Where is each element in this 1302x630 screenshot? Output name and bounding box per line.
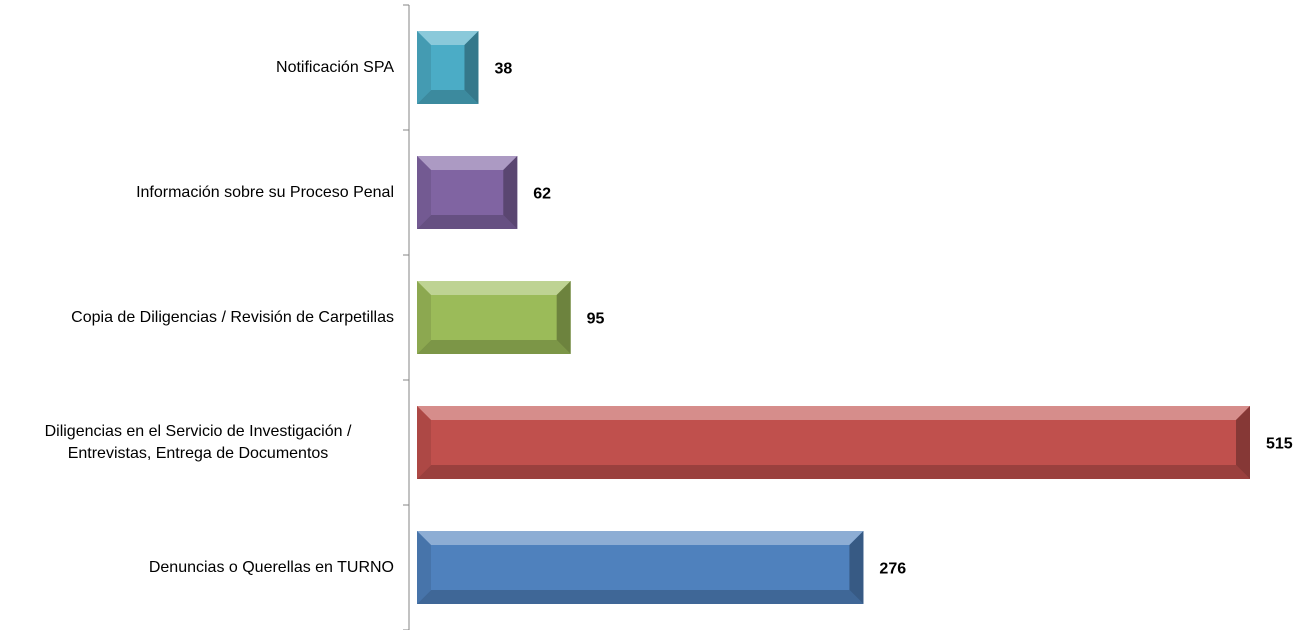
- bar-bevel: [417, 31, 479, 45]
- bar: [417, 156, 518, 229]
- bar-bevel: [849, 531, 864, 604]
- bar: [417, 31, 479, 104]
- bar: [417, 281, 571, 354]
- bar-bevel: [464, 31, 479, 104]
- category-text: Denuncias o Querellas en TURNO: [148, 558, 394, 576]
- category-text: Notificación SPA: [276, 58, 394, 76]
- category-label: Notificación SPA: [2, 5, 394, 130]
- bar-bevel: [417, 156, 518, 170]
- bar-bevel: [417, 406, 431, 479]
- category-text: Diligencias en el Servicio de Investigac…: [44, 422, 352, 462]
- value-label: 62: [533, 186, 551, 203]
- value-label: 276: [879, 561, 906, 578]
- bar-bevel: [417, 406, 1250, 420]
- bar-bevel: [556, 281, 571, 354]
- bar-bevel: [417, 90, 479, 104]
- category-text: Información sobre su Proceso Penal: [136, 183, 394, 201]
- category-label: Copia de Diligencias / Revisión de Carpe…: [2, 255, 394, 380]
- bar: [417, 406, 1250, 479]
- bar-bevel: [1236, 406, 1250, 479]
- bar-bevel: [417, 531, 864, 545]
- bar-bevel: [417, 531, 431, 604]
- bar-bevel: [417, 281, 571, 295]
- category-label: Información sobre su Proceso Penal: [2, 130, 394, 255]
- category-label: Diligencias en el Servicio de Investigac…: [2, 380, 394, 505]
- value-label: 515: [1266, 436, 1293, 453]
- bar-bevel: [417, 590, 864, 604]
- value-label: 38: [494, 61, 512, 78]
- bar-bevel: [417, 31, 431, 104]
- bar: [417, 531, 864, 604]
- category-label: Denuncias o Querellas en TURNO: [2, 505, 394, 630]
- category-text: Copia de Diligencias / Revisión de Carpe…: [71, 308, 394, 326]
- bar-bevel: [417, 215, 518, 229]
- value-label: 95: [587, 311, 605, 328]
- bar-bevel: [417, 156, 431, 229]
- bar-bevel: [417, 465, 1250, 479]
- bar-bevel: [503, 156, 518, 229]
- bar-bevel: [417, 281, 431, 354]
- bar-bevel: [417, 340, 571, 354]
